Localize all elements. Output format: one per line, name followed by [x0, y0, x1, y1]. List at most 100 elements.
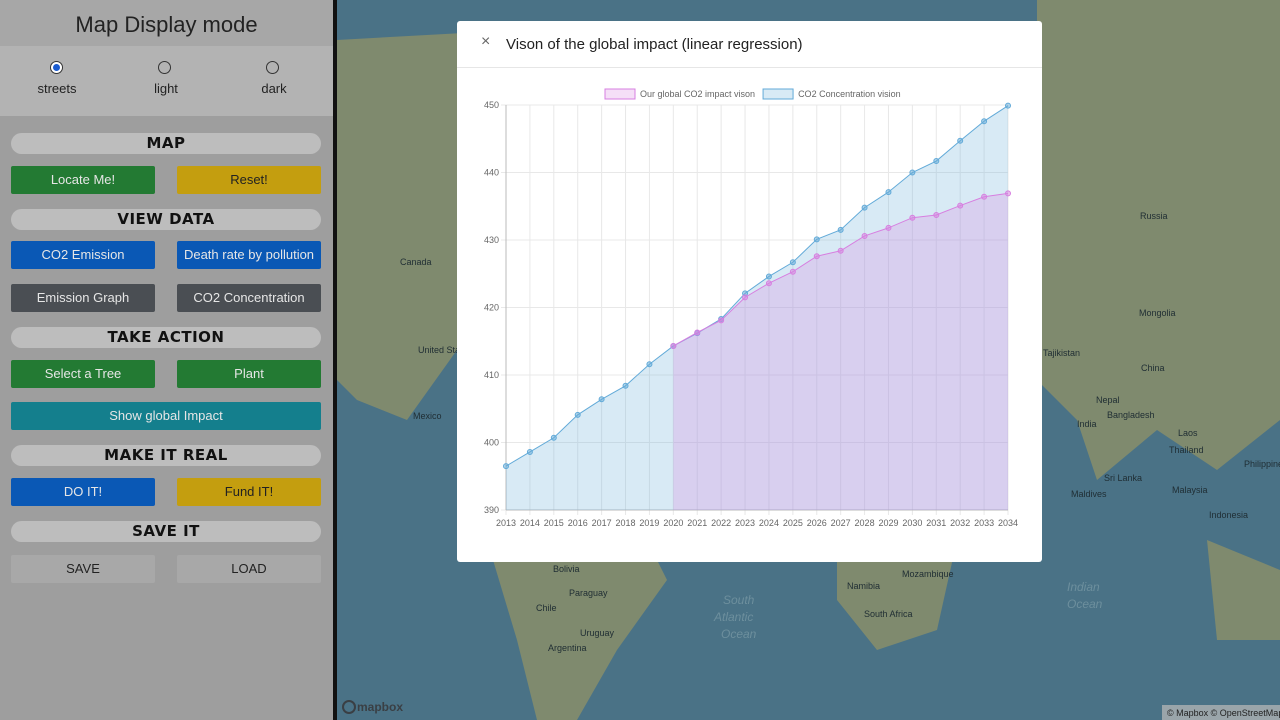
point [885, 224, 892, 231]
button[interactable]: Select a Tree [11, 360, 155, 388]
x-tick-label: 2013 [496, 518, 516, 528]
point [598, 396, 605, 403]
x-tick-label: 2020 [663, 518, 683, 528]
point [789, 268, 796, 275]
x-tick-label: 2017 [592, 518, 612, 528]
land [487, 520, 667, 720]
map-label: China [1141, 363, 1165, 373]
point [670, 342, 677, 349]
map-label: Nepal [1096, 395, 1120, 405]
y-tick-label: 420 [484, 303, 499, 313]
radio-label: light [154, 81, 178, 96]
radio[interactable] [266, 61, 279, 74]
point [909, 169, 916, 176]
x-tick-label: 2025 [783, 518, 803, 528]
land [1207, 540, 1280, 640]
map-label: South Africa [864, 609, 913, 619]
radio-label: dark [261, 81, 287, 96]
point [837, 247, 844, 254]
x-tick-label: 2016 [568, 518, 588, 528]
x-tick-label: 2029 [878, 518, 898, 528]
logo-icon [342, 700, 356, 714]
radio[interactable] [50, 61, 63, 74]
attribution[interactable]: © Mapbox © OpenStreetMap [1167, 708, 1280, 718]
button[interactable]: Plant [177, 360, 321, 388]
style-picker: streets light dark [0, 46, 333, 116]
legend-label: Our global CO2 impact vison [640, 89, 755, 99]
map-label: Bolivia [553, 564, 580, 574]
mapbox-logo: mapbox [357, 700, 403, 714]
radio-label: streets [37, 81, 77, 96]
map-label: Ocean [721, 627, 757, 641]
x-tick-label: 2030 [902, 518, 922, 528]
section-heading: SAVE IT [11, 521, 321, 542]
map-label: United States [418, 345, 473, 355]
button[interactable]: Emission Graph [11, 284, 155, 312]
map-label: Tajikistan [1043, 348, 1080, 358]
x-tick-label: 2023 [735, 518, 755, 528]
x-tick-label: 2021 [687, 518, 707, 528]
map-label: Canada [400, 257, 432, 267]
button[interactable]: Show global Impact [11, 402, 321, 430]
point [742, 294, 749, 301]
point [550, 434, 557, 441]
point [933, 158, 940, 165]
separator [333, 0, 337, 720]
button[interactable]: LOAD [177, 555, 321, 583]
line [505, 105, 1009, 467]
y-tick-label: 450 [484, 100, 499, 110]
point [1005, 102, 1011, 109]
point [861, 232, 868, 239]
point [837, 226, 844, 233]
x-tick-label: 2028 [855, 518, 875, 528]
button[interactable]: DO IT! [11, 478, 155, 506]
map-label: Ocean [1067, 597, 1103, 611]
point [718, 317, 725, 324]
map-label: Indonesia [1209, 510, 1248, 520]
point [909, 214, 916, 221]
x-tick-label: 2031 [926, 518, 946, 528]
point [622, 382, 629, 389]
button[interactable]: Locate Me! [11, 166, 155, 194]
close-button[interactable]: × [481, 33, 491, 50]
button[interactable]: Death rate by pollution [177, 241, 321, 269]
x-tick-label: 2024 [759, 518, 779, 528]
point [981, 118, 988, 125]
map-label: Argentina [548, 643, 587, 653]
button[interactable]: Reset! [177, 166, 321, 194]
land [837, 540, 957, 650]
map-label: Uruguay [580, 628, 615, 638]
area [506, 105, 1008, 511]
section-heading: VIEW DATA [11, 209, 321, 230]
map-label: Laos [1178, 428, 1198, 438]
button[interactable]: CO2 Concentration [177, 284, 321, 312]
point [813, 236, 820, 243]
x-tick-label: 2033 [974, 518, 994, 528]
map-label: Mexico [413, 411, 442, 421]
point [765, 280, 772, 287]
x-tick-label: 2019 [639, 518, 659, 528]
y-tick-label: 400 [484, 438, 499, 448]
x-tick-label: 2026 [807, 518, 827, 528]
land [1037, 0, 1280, 480]
point [789, 259, 796, 266]
point [933, 212, 940, 219]
point [813, 253, 820, 260]
map-label: India [1077, 419, 1097, 429]
modal-title: Vison of the global impact (linear regre… [506, 36, 803, 53]
legend-label: CO2 Concentration vision [798, 89, 901, 99]
point [957, 137, 964, 144]
x-tick-label: 2014 [520, 518, 540, 528]
point [574, 411, 581, 418]
point [526, 448, 533, 455]
map-label: Malaysia [1172, 485, 1208, 495]
chart: 390 400 410 420 430 440 450 2013 2014 2015 2016 201… [484, 88, 1018, 528]
button[interactable]: Fund IT! [177, 478, 321, 506]
button[interactable]: SAVE [11, 555, 155, 583]
radio[interactable] [158, 61, 171, 74]
button[interactable]: CO2 Emission [11, 241, 155, 269]
area [673, 193, 1008, 511]
attribution-bg [1162, 705, 1280, 720]
map-label: Russia [1140, 211, 1168, 221]
legend-swatch [604, 88, 636, 100]
